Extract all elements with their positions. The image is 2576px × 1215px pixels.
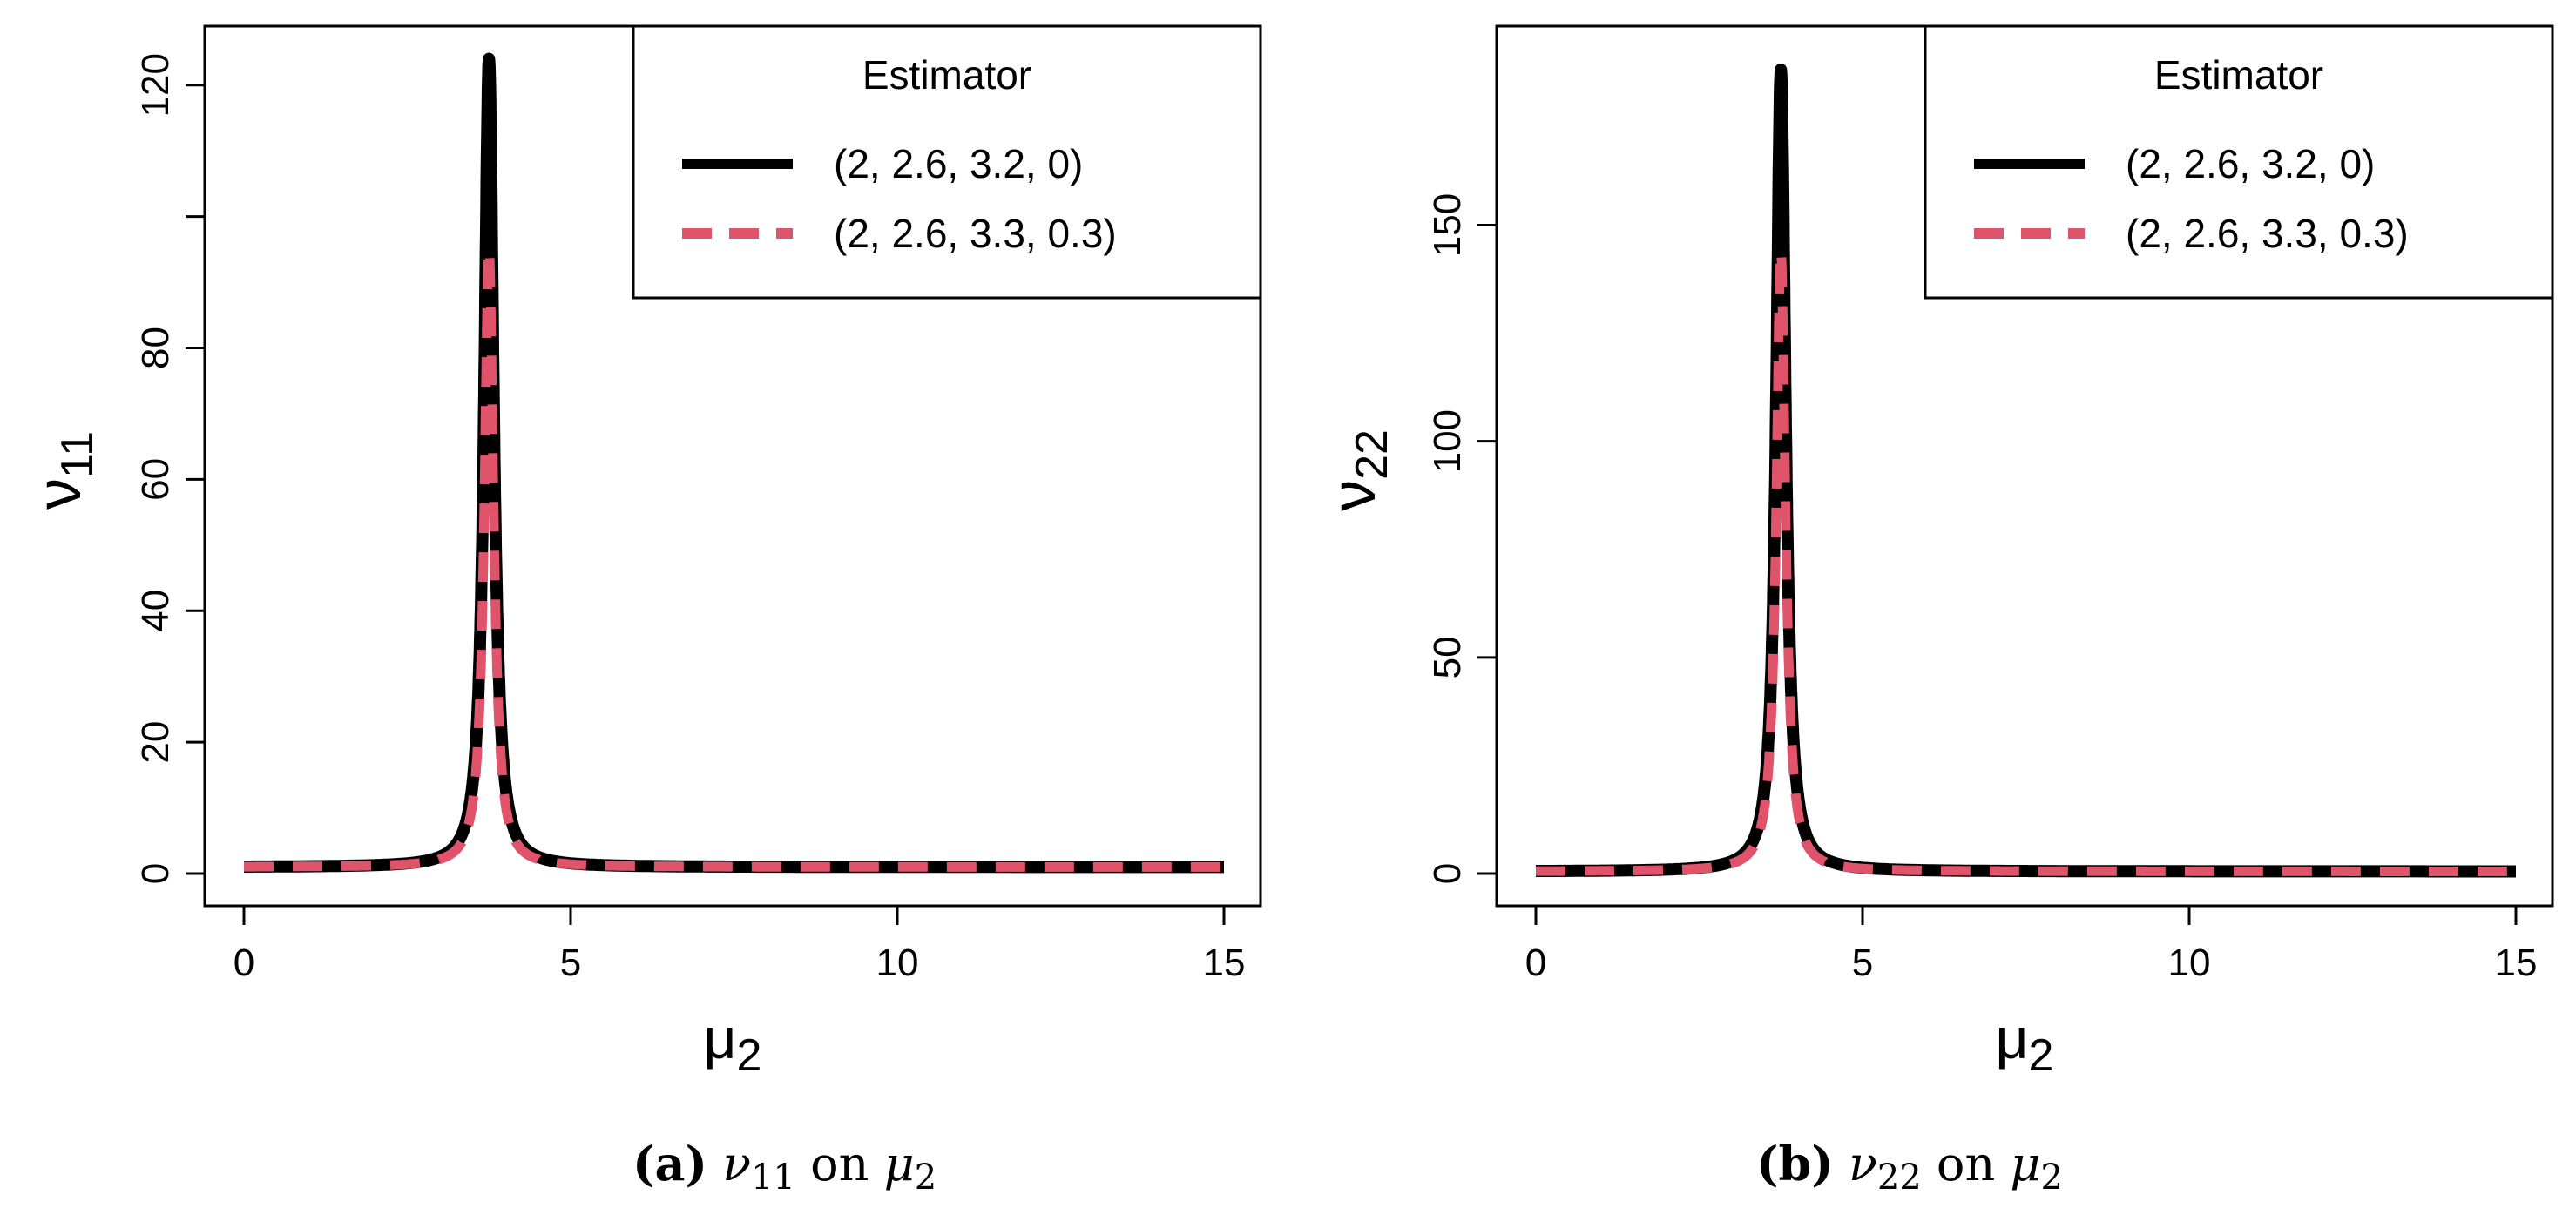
- y-tick-label: 120: [134, 53, 177, 117]
- panel-b: 0 5 10 15 0 50 100 150 μ2 ν22 Estimator (2, 2.…: [1319, 24, 2554, 1198]
- legend-entry-1-a: (2, 2.6, 3.2, 0): [834, 141, 1083, 186]
- x-axis-title-b: μ2: [1996, 1006, 2054, 1081]
- legend-a: Estimator (2, 2.6, 3.2, 0) (2, 2.6, 3.3,…: [632, 24, 1262, 300]
- y-tick-label: 40: [134, 590, 177, 632]
- x-tick-label: 5: [1852, 942, 1873, 984]
- y-axis-a: 0 20 40 60 80 120: [134, 53, 206, 884]
- y-axis-b: 0 50 100 150: [1426, 193, 1498, 884]
- legend-entry-2-b: (2, 2.6, 3.3, 0.3): [2126, 211, 2409, 256]
- y-axis-title-a: ν11: [24, 431, 103, 510]
- x-axis-a: 0 5 10 15: [233, 904, 1246, 984]
- x-tick-label: 10: [876, 942, 919, 984]
- y-tick-label: 20: [134, 721, 177, 764]
- y-tick-label: 100: [1426, 409, 1469, 473]
- x-tick-label: 5: [560, 942, 581, 984]
- x-axis-b: 0 5 10 15: [1525, 904, 2538, 984]
- y-tick-label: 60: [134, 458, 177, 501]
- x-tick-label: 10: [2168, 942, 2211, 984]
- x-axis-title-a: μ2: [704, 1006, 762, 1081]
- y-tick-label: 150: [1426, 193, 1469, 257]
- y-tick-label: 0: [1426, 863, 1469, 884]
- legend-b: Estimator (2, 2.6, 3.2, 0) (2, 2.6, 3.3,…: [1924, 24, 2554, 300]
- caption-a: (a) ν11 on μ2: [632, 1136, 936, 1198]
- legend-entry-2-a: (2, 2.6, 3.3, 0.3): [834, 211, 1117, 256]
- y-axis-title-b: ν22: [1319, 429, 1397, 511]
- x-tick-label: 15: [2495, 942, 2538, 984]
- y-tick-label: 0: [134, 863, 177, 884]
- series-group-a: [240, 52, 1227, 874]
- legend-title-b: Estimator: [2154, 52, 2323, 98]
- x-tick-label: 0: [1525, 942, 1546, 984]
- legend-title-a: Estimator: [862, 52, 1031, 98]
- legend-entry-1-b: (2, 2.6, 3.2, 0): [2126, 141, 2375, 186]
- panel-a: 0 5 10 15 0 20 40 60 80 120 μ2 ν11 Estimator (2,…: [24, 24, 1262, 1198]
- x-tick-label: 15: [1203, 942, 1246, 984]
- y-tick-label: 80: [134, 327, 177, 369]
- caption-b: (b) ν22 on μ2: [1756, 1136, 2063, 1198]
- x-tick-label: 0: [233, 942, 254, 984]
- y-tick-label: 50: [1426, 636, 1469, 678]
- series-line-dashed: [242, 244, 1226, 872]
- series-group-b: [1532, 63, 2519, 878]
- series-line-dashed: [1534, 246, 2518, 876]
